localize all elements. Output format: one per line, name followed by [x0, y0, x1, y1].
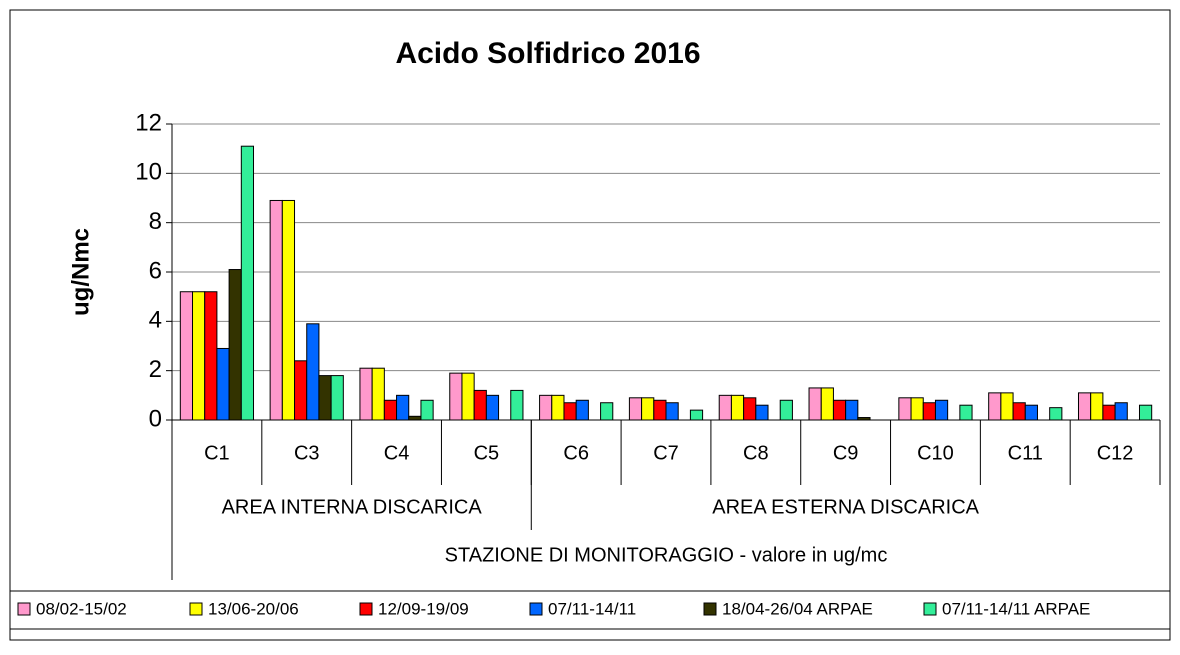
bar — [1024, 404, 1038, 421]
bar — [371, 367, 385, 421]
bar — [318, 375, 332, 421]
bar — [485, 394, 500, 421]
x-tick-label: C4 — [384, 442, 410, 464]
x-axis-label: STAZIONE DI MONITORAGGIO - valore in ug/… — [445, 544, 888, 566]
bar — [910, 397, 924, 421]
legend-swatch — [17, 602, 31, 616]
bar — [628, 397, 643, 421]
y-tick-label: 4 — [149, 307, 162, 334]
bar — [473, 389, 487, 421]
x-tick-label: C1 — [204, 442, 230, 464]
bar — [563, 402, 577, 421]
bar — [461, 372, 475, 421]
x-tick-label: C5 — [474, 442, 500, 464]
legend-label: 13/06-20/06 — [208, 599, 299, 618]
bar — [689, 409, 704, 421]
legend-box — [9, 590, 1171, 630]
bar — [1138, 404, 1153, 421]
bar — [730, 394, 745, 421]
bar — [959, 404, 973, 421]
legend-label: 18/04-26/04 ARPAE — [722, 599, 873, 618]
bar — [408, 415, 422, 421]
bar — [820, 387, 834, 421]
bar — [743, 397, 757, 421]
bar — [600, 402, 614, 421]
y-axis-label: ug/Nmc — [67, 228, 94, 316]
bar — [1049, 407, 1063, 421]
x-tick-label: C7 — [653, 442, 679, 464]
bar — [653, 399, 667, 421]
bar — [539, 394, 553, 421]
bar — [898, 397, 912, 421]
legend-swatch — [529, 602, 543, 616]
bar — [1090, 392, 1104, 421]
x-tick-label: C12 — [1097, 442, 1134, 464]
legend-label: 12/09-19/09 — [378, 599, 469, 618]
bar — [755, 404, 769, 421]
bar — [306, 323, 320, 421]
x-tick-label: C9 — [833, 442, 859, 464]
legend-label: 07/11-14/11 ARPAE — [942, 599, 1090, 618]
bar — [510, 389, 524, 421]
y-tick-label: 8 — [149, 208, 162, 235]
bar — [420, 399, 434, 421]
y-tick-label: 12 — [135, 109, 162, 136]
legend-label: 08/02-15/02 — [36, 599, 127, 618]
bar — [216, 347, 230, 421]
y-tick-label: 6 — [149, 257, 162, 284]
bar — [988, 392, 1002, 421]
group-label: AREA INTERNA DISCARICA — [222, 496, 483, 518]
legend-label: 07/11-14/11 — [548, 599, 636, 618]
bar — [832, 399, 847, 421]
legend-swatch — [189, 602, 203, 616]
bar — [1102, 404, 1116, 421]
bar — [934, 399, 949, 421]
x-tick-label: C8 — [743, 442, 769, 464]
legend-swatch — [359, 602, 373, 616]
bar — [665, 402, 679, 421]
bar — [228, 269, 242, 421]
chart-title: Acido Solfidrico 2016 — [395, 37, 700, 70]
bar — [718, 394, 732, 421]
x-tick-label: C6 — [563, 442, 589, 464]
bar — [449, 372, 463, 421]
bar — [808, 387, 822, 421]
y-tick-label: 2 — [149, 356, 162, 383]
bar — [240, 145, 255, 421]
bar — [294, 360, 308, 421]
bar — [204, 291, 218, 421]
y-tick-label: 0 — [149, 405, 162, 432]
bar — [359, 367, 373, 421]
group-label: AREA ESTERNA DISCARICA — [712, 496, 979, 518]
bar — [269, 199, 283, 421]
bar — [179, 291, 194, 421]
bar — [1000, 392, 1014, 421]
bar — [1114, 402, 1128, 421]
bar — [383, 399, 398, 421]
legend-swatch — [703, 602, 717, 616]
bar — [575, 399, 589, 421]
x-tick-label: C11 — [1008, 442, 1043, 464]
legend-swatch — [923, 602, 937, 616]
bar — [641, 397, 655, 421]
bar — [1012, 402, 1026, 421]
bar — [1077, 392, 1092, 421]
bar — [192, 291, 206, 421]
bar — [845, 399, 859, 421]
bar — [396, 394, 410, 421]
x-tick-label: C3 — [294, 442, 320, 464]
bar — [281, 199, 296, 421]
bar — [330, 375, 344, 421]
bar — [779, 399, 793, 421]
bar — [551, 394, 565, 421]
bar — [922, 402, 936, 421]
x-tick-label: C10 — [917, 442, 954, 464]
y-tick-label: 10 — [135, 159, 162, 186]
